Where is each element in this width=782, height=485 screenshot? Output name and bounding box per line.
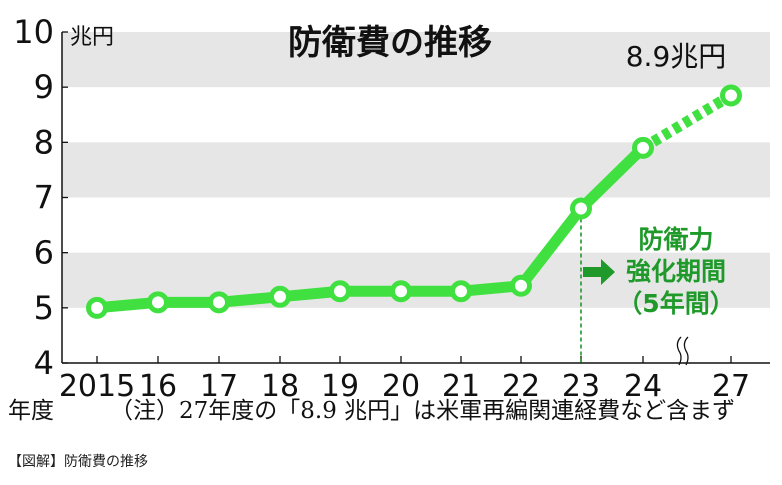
series-points (86, 84, 742, 319)
data-point (632, 136, 654, 159)
x-tick-label: 17 (200, 369, 238, 404)
data-point (450, 280, 472, 303)
y-tick-label: 10 (13, 13, 54, 51)
x-tick-label: 2015 (59, 369, 135, 404)
value-callout: 8.9兆円 (626, 40, 727, 73)
series-line-dashed (640, 90, 734, 153)
data-point (147, 291, 169, 314)
data-point (720, 84, 742, 107)
y-tick-label: 4 (34, 344, 54, 382)
y-tick-label: 7 (34, 179, 54, 217)
y-tick-label: 6 (34, 234, 54, 272)
x-prefix-label: 年度 (8, 398, 54, 424)
period-marker (580, 218, 615, 363)
period-label-line-1: 防衛力 (638, 225, 713, 254)
x-tick-label: 24 (624, 369, 662, 404)
axis-break-mark (683, 336, 689, 366)
caption: 【図解】防衛費の推移 (8, 454, 148, 470)
data-point (86, 296, 108, 319)
footnote: （注）27年度の「8.9 兆円」は米軍再編関連経費など含まず (110, 398, 735, 424)
y-tick-label: 8 (34, 123, 54, 161)
data-point (570, 197, 592, 220)
x-tick-label: 18 (261, 369, 299, 404)
y-tick-label: 9 (34, 68, 54, 106)
y-axis-unit: 兆円 (70, 25, 114, 50)
grid-band (62, 142, 770, 198)
data-point (390, 280, 412, 303)
y-tick-labels: 4 5 6 7 8 9 10 (13, 13, 68, 382)
series-lines (91, 90, 734, 314)
data-point (510, 274, 532, 297)
data-point (269, 285, 291, 308)
x-tick-label: 23 (562, 369, 600, 404)
x-tick-label: 19 (321, 369, 359, 404)
series-line-solid (91, 142, 649, 314)
x-tick-label: 22 (502, 369, 540, 404)
x-tick-label: 20 (382, 369, 420, 404)
grid-band (62, 32, 770, 88)
data-point (329, 280, 351, 303)
period-arrow (583, 259, 615, 285)
chart-title: 防衛費の推移 (288, 23, 492, 63)
axis-break-mark (676, 336, 682, 366)
period-label-line-2: 強化期間 (626, 257, 726, 286)
x-tick-label: 27 (712, 369, 750, 404)
x-tick-label: 21 (442, 369, 480, 404)
x-tick-labels: 2015 16 17 18 19 20 21 22 23 24 27 (59, 356, 750, 404)
y-tick-label: 5 (34, 289, 54, 327)
x-tick-label: 16 (139, 369, 177, 404)
data-point (208, 291, 230, 314)
period-label-line-3: （5年間） (617, 289, 734, 318)
